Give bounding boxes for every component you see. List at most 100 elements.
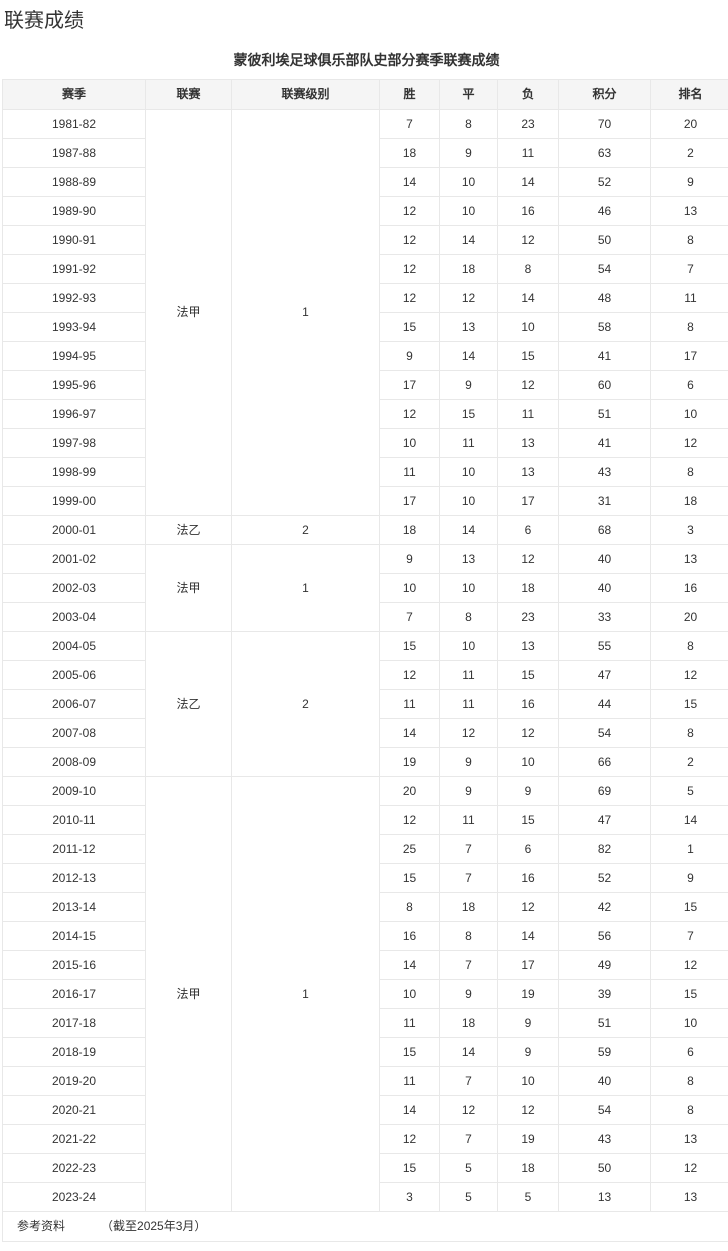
rank-cell: 13 bbox=[650, 1124, 728, 1154]
losses-cell: 12 bbox=[497, 225, 559, 255]
losses-cell: 19 bbox=[497, 979, 559, 1009]
points-cell: 51 bbox=[558, 399, 651, 429]
league-cell: 法甲 bbox=[145, 776, 232, 1212]
points-cell: 47 bbox=[558, 660, 651, 690]
data-cutoff-note: （截至2025年3月） bbox=[101, 1219, 207, 1234]
season-cell: 2016-17 bbox=[2, 979, 146, 1009]
season-cell: 2002-03 bbox=[2, 573, 146, 603]
points-cell: 46 bbox=[558, 196, 651, 226]
draws-cell: 9 bbox=[439, 370, 498, 400]
season-cell: 1995-96 bbox=[2, 370, 146, 400]
draws-cell: 11 bbox=[439, 689, 498, 719]
losses-cell: 13 bbox=[497, 428, 559, 458]
wins-cell: 12 bbox=[379, 225, 440, 255]
wins-cell: 15 bbox=[379, 631, 440, 661]
wins-cell: 16 bbox=[379, 921, 440, 951]
points-cell: 52 bbox=[558, 167, 651, 197]
draws-cell: 12 bbox=[439, 1095, 498, 1125]
rank-cell: 10 bbox=[650, 399, 728, 429]
season-cell: 1988-89 bbox=[2, 167, 146, 197]
rank-cell: 6 bbox=[650, 370, 728, 400]
draws-cell: 7 bbox=[439, 1066, 498, 1096]
wins-cell: 20 bbox=[379, 776, 440, 806]
rank-cell: 9 bbox=[650, 863, 728, 893]
points-cell: 50 bbox=[558, 1153, 651, 1183]
season-cell: 1998-99 bbox=[2, 457, 146, 487]
wins-cell: 9 bbox=[379, 544, 440, 574]
losses-cell: 18 bbox=[497, 573, 559, 603]
wins-cell: 12 bbox=[379, 1124, 440, 1154]
points-cell: 47 bbox=[558, 805, 651, 835]
level-cell: 1 bbox=[231, 776, 380, 1212]
losses-cell: 15 bbox=[497, 660, 559, 690]
season-cell: 1989-90 bbox=[2, 196, 146, 226]
table-row: 1992-93 12 12 14 48 11 bbox=[2, 283, 728, 313]
table-row: 1997-98 10 11 13 41 12 bbox=[2, 428, 728, 458]
wins-cell: 11 bbox=[379, 457, 440, 487]
wins-cell: 25 bbox=[379, 834, 440, 864]
points-cell: 44 bbox=[558, 689, 651, 719]
season-cell: 2009-10 bbox=[2, 776, 146, 806]
level-cell: 1 bbox=[231, 109, 380, 516]
losses-cell: 23 bbox=[497, 602, 559, 632]
season-cell: 1987-88 bbox=[2, 138, 146, 168]
draws-cell: 12 bbox=[439, 283, 498, 313]
losses-cell: 15 bbox=[497, 341, 559, 371]
season-cell: 1996-97 bbox=[2, 399, 146, 429]
draws-cell: 5 bbox=[439, 1153, 498, 1183]
wins-cell: 12 bbox=[379, 399, 440, 429]
table-row: 2002-03 10 10 18 40 16 bbox=[2, 573, 728, 603]
draws-cell: 18 bbox=[439, 1008, 498, 1038]
rank-cell: 20 bbox=[650, 602, 728, 632]
wins-cell: 12 bbox=[379, 805, 440, 835]
header-row: 赛季 联赛 联赛级别 胜 平 负 积分 排名 bbox=[2, 79, 728, 110]
references-link[interactable]: 参考资料 bbox=[17, 1219, 66, 1234]
table-row: 2001-02 法甲 1 9 13 12 40 13 bbox=[2, 544, 728, 632]
points-cell: 33 bbox=[558, 602, 651, 632]
points-cell: 56 bbox=[558, 921, 651, 951]
season-cell: 2017-18 bbox=[2, 1008, 146, 1038]
losses-cell: 15 bbox=[497, 805, 559, 835]
season-cell: 2020-21 bbox=[2, 1095, 146, 1125]
losses-cell: 6 bbox=[497, 515, 559, 545]
col-header-draws: 平 bbox=[439, 79, 498, 110]
wins-cell: 15 bbox=[379, 312, 440, 342]
rank-cell: 8 bbox=[650, 225, 728, 255]
wins-cell: 11 bbox=[379, 1066, 440, 1096]
wins-cell: 7 bbox=[379, 109, 440, 139]
rank-cell: 12 bbox=[650, 1153, 728, 1183]
season-cell: 2022-23 bbox=[2, 1153, 146, 1183]
draws-cell: 13 bbox=[439, 544, 498, 574]
season-cell: 2012-13 bbox=[2, 863, 146, 893]
season-cell: 1991-92 bbox=[2, 254, 146, 284]
table-row: 2017-18 11 18 9 51 10 bbox=[2, 1008, 728, 1038]
draws-cell: 8 bbox=[439, 602, 498, 632]
table-row: 2020-21 14 12 12 54 8 bbox=[2, 1095, 728, 1125]
season-cell: 2018-19 bbox=[2, 1037, 146, 1067]
losses-cell: 16 bbox=[497, 689, 559, 719]
draws-cell: 10 bbox=[439, 196, 498, 226]
draws-cell: 11 bbox=[439, 660, 498, 690]
rank-cell: 8 bbox=[650, 631, 728, 661]
season-cell: 2005-06 bbox=[2, 660, 146, 690]
points-cell: 40 bbox=[558, 573, 651, 603]
losses-cell: 5 bbox=[497, 1182, 559, 1212]
table-row: 2005-06 12 11 15 47 12 bbox=[2, 660, 728, 690]
draws-cell: 14 bbox=[439, 515, 498, 545]
col-header-league: 联赛 bbox=[145, 79, 232, 110]
draws-cell: 15 bbox=[439, 399, 498, 429]
season-cell: 2007-08 bbox=[2, 718, 146, 748]
table-row: 1989-90 12 10 16 46 13 bbox=[2, 196, 728, 226]
table-row: 2010-11 12 11 15 47 14 bbox=[2, 805, 728, 835]
rank-cell: 17 bbox=[650, 341, 728, 371]
wins-cell: 14 bbox=[379, 1095, 440, 1125]
rank-cell: 15 bbox=[650, 689, 728, 719]
points-cell: 40 bbox=[558, 1066, 651, 1096]
rank-cell: 15 bbox=[650, 892, 728, 922]
wins-cell: 17 bbox=[379, 486, 440, 516]
season-cell: 2014-15 bbox=[2, 921, 146, 951]
wins-cell: 12 bbox=[379, 283, 440, 313]
rank-cell: 8 bbox=[650, 1095, 728, 1125]
wins-cell: 7 bbox=[379, 602, 440, 632]
